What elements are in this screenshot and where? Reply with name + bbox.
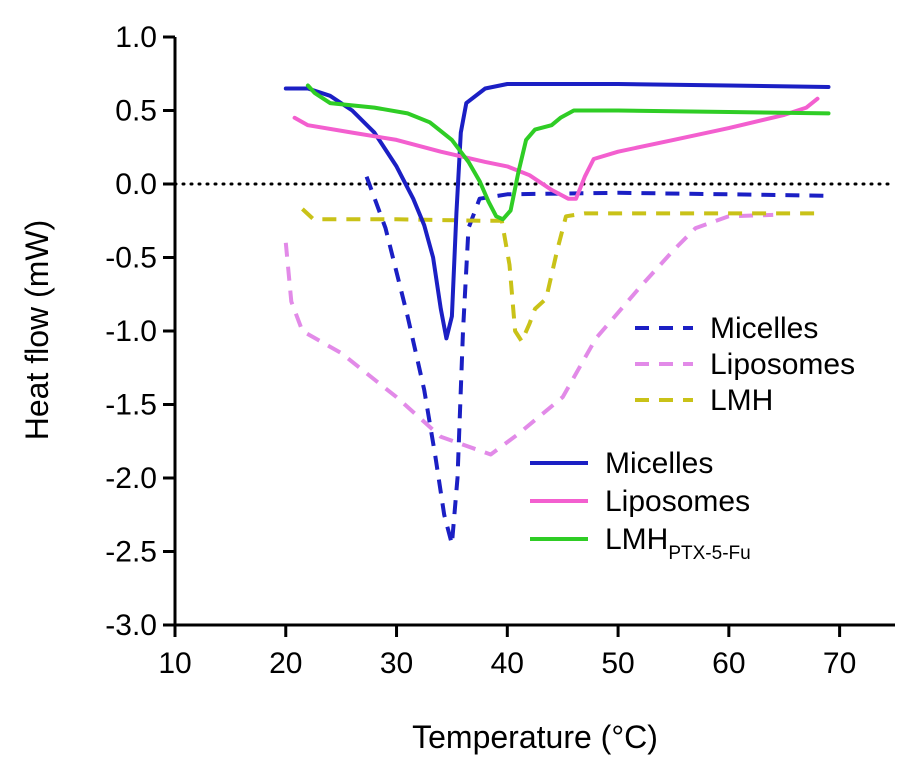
legend-label-subscript: PTX-5-Fu	[668, 543, 750, 564]
series-line-solid-5	[305, 83, 831, 222]
legend-label: Liposomes	[605, 485, 750, 518]
y-tick-label: -1.5	[105, 389, 157, 422]
legend-label: LMH	[710, 384, 773, 417]
y-tick-label: -1.0	[105, 315, 157, 348]
y-axis-title: Heat flow (mW)	[19, 220, 55, 440]
series-layer	[173, 82, 897, 547]
series-line-dashed-0	[364, 176, 829, 547]
y-tick-label: 1.0	[115, 21, 157, 54]
y-tick-label: -2.0	[105, 462, 157, 495]
y-tick-label: 0.5	[115, 95, 157, 128]
series-line-solid-3	[283, 82, 831, 341]
y-tick-label: -2.5	[105, 536, 157, 569]
y-tick-label: 0.0	[115, 168, 157, 201]
x-axis-title: Temperature (°C)	[412, 719, 658, 755]
series-line-solid-4	[292, 96, 820, 201]
x-tick-label: 20	[269, 647, 302, 680]
legend-label: Liposomes	[710, 348, 855, 381]
y-tick-label: -0.5	[105, 242, 157, 275]
axes-layer: 1.0 0.5 0.0 -0.5 -1.0 -1.5 -2.0 -2.5 -3.010 20 30 4…	[105, 21, 895, 680]
x-tick-label: 60	[712, 647, 745, 680]
x-tick-label: 50	[601, 647, 634, 680]
series-line-dashed-1	[283, 212, 774, 457]
y-tick-label: -3.0	[105, 609, 157, 642]
x-tick-label: 30	[380, 647, 413, 680]
legend-label: LMHPTX-5-Fu	[605, 523, 751, 564]
x-tick-label: 10	[158, 647, 191, 680]
legend-label: Micelles	[710, 312, 818, 345]
x-tick-label: 70	[823, 647, 856, 680]
legend-label: Micelles	[605, 447, 713, 480]
legend-layer: MicellesLiposomesLMHMicellesLiposomesLMH…	[530, 312, 855, 564]
x-tick-label: 40	[491, 647, 524, 680]
